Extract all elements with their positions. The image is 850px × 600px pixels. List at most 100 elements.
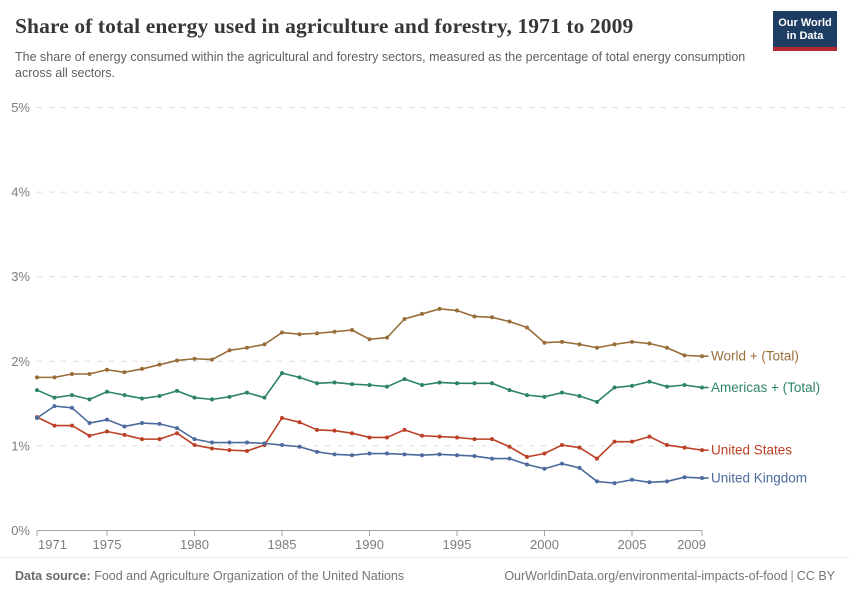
series-point-united-kingdom — [490, 456, 494, 461]
series-point-americas-total — [262, 395, 267, 400]
series-point-united-states — [122, 432, 127, 437]
series-point-united-states — [227, 448, 232, 453]
series-point-world-total — [472, 314, 477, 319]
series-point-world-total — [647, 341, 652, 346]
series-point-americas-total — [280, 371, 284, 376]
series-point-world-total — [157, 362, 162, 367]
series-point-americas-total — [175, 388, 179, 393]
series-point-united-states — [402, 427, 407, 432]
series-point-americas-total — [455, 381, 459, 386]
data-source-label: Data source: — [15, 569, 91, 583]
series-point-americas-total — [682, 382, 687, 387]
series-point-americas-total — [472, 381, 477, 386]
series-point-united-kingdom — [507, 456, 512, 461]
series-point-united-states — [210, 446, 214, 451]
series-point-united-kingdom — [350, 453, 354, 458]
series-point-united-states — [52, 423, 57, 428]
line-chart: 0% 1% 2% 3% 4% 5% 1971 1975 1980 1985 1990 1995 2000… — [11, 100, 845, 552]
x-axis-tick-label: 1975 — [93, 537, 122, 552]
y-axis-tick-label: 5% — [11, 100, 30, 115]
series-point-world-total — [52, 375, 57, 380]
page-title: Share of total energy used in agricultur… — [15, 14, 634, 38]
legend-label-united-states[interactable]: United States — [711, 443, 792, 458]
legend-label-world-total[interactable]: World + (Total) — [711, 349, 799, 364]
series-point-americas-total — [595, 399, 599, 404]
x-axis-tick-label: 1971 — [38, 537, 67, 552]
series-line-americas-total[interactable] — [36, 372, 703, 403]
owid-logo-line1: Our World — [778, 17, 832, 29]
x-axis-tick-label: 1990 — [355, 537, 384, 552]
series-point-united-kingdom — [70, 405, 74, 410]
owid-logo[interactable]: Our World in Data — [773, 11, 837, 52]
series-line-united-kingdom[interactable] — [36, 405, 703, 484]
series-point-americas-total — [507, 388, 512, 393]
series-point-united-kingdom — [472, 454, 477, 459]
series-point-world-total — [630, 339, 634, 344]
series-point-united-states — [297, 420, 302, 425]
series-point-united-states — [367, 435, 372, 440]
series-point-world-total — [420, 311, 424, 316]
series-point-united-kingdom — [245, 440, 249, 445]
series-point-united-states — [280, 415, 284, 420]
license-link[interactable]: CC BY — [796, 569, 835, 583]
series-line-world-total[interactable] — [36, 308, 703, 379]
series-point-americas-total — [105, 389, 109, 394]
series-point-united-states — [577, 445, 582, 450]
series-point-united-kingdom — [525, 462, 529, 467]
series-point-united-kingdom — [665, 479, 669, 484]
series-point-united-states — [700, 448, 704, 453]
series-point-americas-total — [437, 380, 442, 385]
series-point-united-states — [420, 433, 424, 438]
series-point-united-kingdom — [332, 452, 337, 457]
series-point-united-kingdom — [227, 440, 232, 445]
series-point-americas-total — [297, 375, 302, 380]
series-point-world-total — [525, 325, 529, 330]
data-source: Data source: Food and Agriculture Organi… — [15, 569, 404, 600]
x-axis-tick-label: 2005 — [618, 537, 647, 552]
series-point-united-kingdom — [35, 415, 39, 420]
series-point-united-states — [87, 433, 92, 438]
y-axis-tick-label: 3% — [11, 269, 30, 284]
series-point-united-kingdom — [192, 437, 197, 442]
series-point-united-states — [525, 454, 529, 459]
series-point-world-total — [140, 366, 144, 371]
series-point-united-states — [507, 444, 512, 449]
series-point-world-total — [192, 356, 197, 361]
series-point-world-total — [385, 335, 389, 340]
series-point-united-states — [70, 423, 74, 428]
series-point-united-kingdom — [700, 476, 704, 481]
series-point-united-states — [175, 431, 179, 436]
series-point-united-kingdom — [560, 461, 564, 466]
series-point-united-states — [630, 439, 634, 444]
series-point-world-total — [682, 353, 687, 358]
footer-links: OurWorldinData.org/environmental-impacts… — [504, 569, 835, 600]
series-point-americas-total — [525, 393, 529, 398]
series-point-united-kingdom — [157, 421, 162, 426]
series-point-united-states — [315, 427, 319, 432]
series-point-americas-total — [35, 388, 39, 393]
series-point-united-states — [665, 443, 669, 448]
series-point-world-total — [315, 331, 319, 336]
series-point-americas-total — [210, 397, 214, 402]
chart-subtitle: The share of energy consumed within the … — [15, 50, 746, 80]
legend-label-united-kingdom[interactable]: United Kingdom — [711, 471, 807, 486]
series-point-united-states — [140, 437, 144, 442]
series-point-united-kingdom — [87, 421, 92, 426]
owid-url-link[interactable]: OurWorldinData.org/environmental-impacts… — [504, 569, 788, 583]
series-point-americas-total — [122, 393, 127, 398]
series-point-united-states — [385, 435, 389, 440]
series-point-americas-total — [52, 395, 57, 400]
series-point-americas-total — [367, 382, 372, 387]
series-point-united-kingdom — [280, 443, 284, 448]
series-point-united-kingdom — [420, 453, 424, 458]
y-axis-tick-label: 1% — [11, 438, 30, 453]
series-point-americas-total — [385, 384, 389, 389]
x-axis-tick-label: 2009 — [677, 537, 706, 552]
series-point-world-total — [262, 342, 267, 347]
x-axis-tick-label: 1985 — [268, 537, 297, 552]
series-point-united-states — [455, 435, 459, 440]
series-point-united-kingdom — [595, 479, 599, 484]
series-point-united-kingdom — [612, 481, 617, 486]
series-point-united-states — [245, 448, 249, 453]
legend-label-americas-total[interactable]: Americas + (Total) — [711, 380, 820, 395]
